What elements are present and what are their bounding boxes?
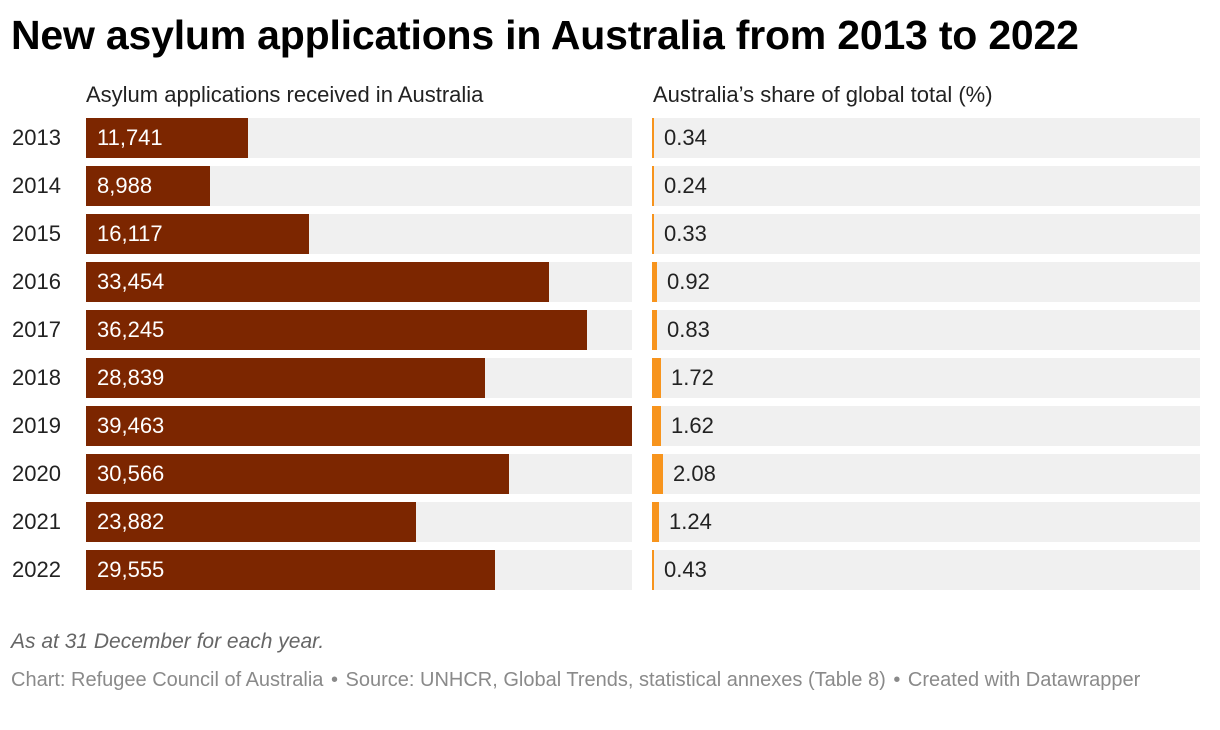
share-value-label: 0.92 <box>667 269 710 294</box>
year-label: 2013 <box>12 125 61 150</box>
year-label: 2016 <box>12 269 61 294</box>
applications-bar-track: 30,566 <box>86 454 632 494</box>
applications-bar-track: 36,245 <box>86 310 632 350</box>
share-bar[interactable] <box>652 406 661 446</box>
applications-bar-track: 11,741 <box>86 118 632 158</box>
share-bar-track: 0.92 <box>652 262 1200 302</box>
applications-bar-track: 29,555 <box>86 550 632 590</box>
year-label: 2020 <box>12 461 61 486</box>
applications-bar[interactable] <box>86 550 495 590</box>
share-bar-track: 0.34 <box>652 118 1200 158</box>
year-label: 2018 <box>12 365 61 390</box>
applications-bar[interactable] <box>86 454 509 494</box>
share-bar[interactable] <box>652 502 659 542</box>
share-value-label: 0.33 <box>664 221 707 246</box>
applications-value-label: 29,555 <box>97 557 165 582</box>
share-bar[interactable] <box>652 118 654 158</box>
share-value-label: 0.34 <box>664 125 707 150</box>
applications-value-label: 36,245 <box>97 317 165 342</box>
share-bar-track: 0.24 <box>652 166 1200 206</box>
share-bar[interactable] <box>652 310 657 350</box>
applications-bar[interactable] <box>86 214 309 254</box>
share-bar[interactable] <box>652 166 654 206</box>
share-value-label: 0.43 <box>664 557 707 582</box>
applications-bar-track: 8,988 <box>86 166 632 206</box>
applications-bar-track: 28,839 <box>86 358 632 398</box>
year-label: 2021 <box>12 509 61 534</box>
chart-source: Source: UNHCR, Global Trends, statistica… <box>345 669 886 691</box>
applications-bar-track: 23,882 <box>86 502 632 542</box>
share-bar[interactable] <box>652 550 654 590</box>
applications-value-label: 33,454 <box>97 269 165 294</box>
share-value-label: 1.24 <box>669 509 712 534</box>
share-bar-track: 0.43 <box>652 550 1200 590</box>
share-bar-track: 1.62 <box>652 406 1200 446</box>
share-value-label: 1.72 <box>671 365 714 390</box>
datawrapper-credit-link[interactable]: Created with Datawrapper <box>907 669 1141 691</box>
applications-bar[interactable] <box>86 358 485 398</box>
applications-bar[interactable] <box>86 310 587 350</box>
applications-column-header: Asylum applications received in Australi… <box>86 82 484 107</box>
share-bar-track: 0.83 <box>652 310 1200 350</box>
applications-bar-track: 33,454 <box>86 262 632 302</box>
applications-bar[interactable] <box>86 406 632 446</box>
applications-bar-track: 16,117 <box>86 214 632 254</box>
share-bar[interactable] <box>652 214 654 254</box>
share-value-label: 2.08 <box>673 461 716 486</box>
applications-bar[interactable] <box>86 166 210 206</box>
share-value-label: 0.24 <box>664 173 707 198</box>
chart-title: New asylum applications in Australia fro… <box>11 12 1079 58</box>
applications-value-label: 39,463 <box>97 413 165 438</box>
year-label: 2015 <box>12 221 61 246</box>
applications-value-label: 30,566 <box>97 461 165 486</box>
applications-value-label: 8,988 <box>97 173 153 198</box>
chart-credit: Chart: Refugee Council of Australia <box>11 669 324 691</box>
applications-bar-track: 39,463 <box>86 406 632 446</box>
footer-separator: • <box>893 669 901 691</box>
share-value-label: 1.62 <box>671 413 714 438</box>
share-bar-track: 2.08 <box>652 454 1200 494</box>
applications-bar[interactable] <box>86 502 416 542</box>
share-bar-track: 0.33 <box>652 214 1200 254</box>
share-bar[interactable] <box>652 262 657 302</box>
share-bar[interactable] <box>652 358 661 398</box>
share-column-header: Australia’s share of global total (%) <box>653 82 993 107</box>
share-bar-track: 1.24 <box>652 502 1200 542</box>
year-label: 2017 <box>12 317 61 342</box>
chart-footer: Chart: Refugee Council of Australia • So… <box>11 668 1201 692</box>
applications-value-label: 28,839 <box>97 365 165 390</box>
year-label: 2022 <box>12 557 61 582</box>
footer-separator: • <box>330 669 338 691</box>
chart-note: As at 31 December for each year. <box>11 630 325 653</box>
applications-bar[interactable] <box>86 262 549 302</box>
applications-value-label: 11,741 <box>97 125 163 150</box>
year-label: 2019 <box>12 413 61 438</box>
applications-value-label: 16,117 <box>97 221 163 246</box>
year-label: 2014 <box>12 173 61 198</box>
share-bar-track: 1.72 <box>652 358 1200 398</box>
share-value-label: 0.83 <box>667 317 710 342</box>
share-bar[interactable] <box>652 454 663 494</box>
applications-value-label: 23,882 <box>97 509 165 534</box>
applications-bar[interactable] <box>86 118 248 158</box>
